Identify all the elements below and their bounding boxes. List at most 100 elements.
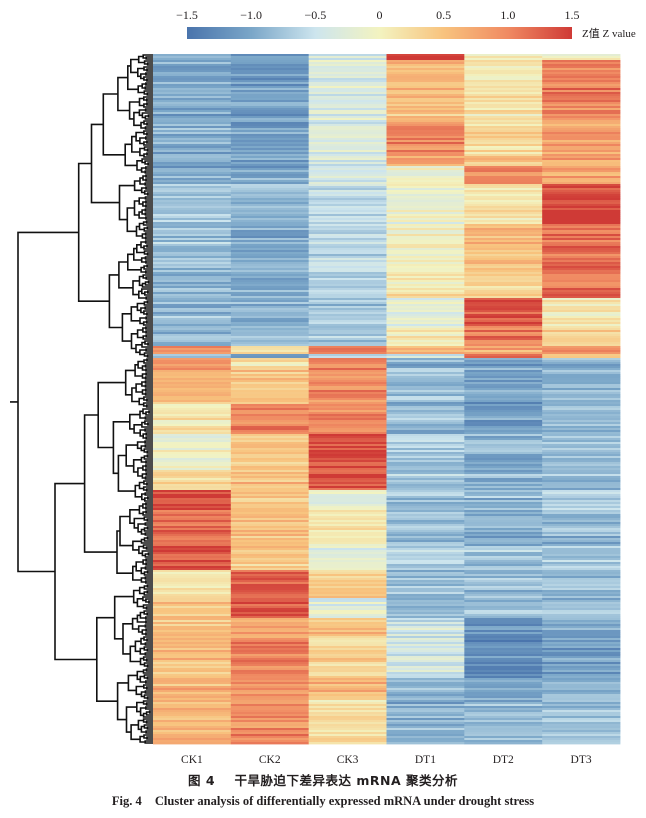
heatmap-cell [308, 412, 387, 415]
heatmap-cell [153, 334, 232, 337]
heatmap-cell [230, 662, 310, 665]
heatmap-cell [464, 110, 543, 113]
heatmap-cell [230, 88, 310, 91]
heatmap-cell [386, 580, 465, 583]
heatmap-cell [542, 240, 621, 243]
heatmap-cell [464, 394, 543, 397]
heatmap-cell [386, 742, 465, 745]
heatmap-cell [230, 308, 310, 311]
heatmap-cell [308, 308, 387, 311]
heatmap-cell [464, 632, 543, 635]
heatmap-cell [386, 114, 465, 117]
heatmap-cell [464, 334, 543, 337]
heatmap-cell [153, 608, 232, 611]
heatmap-cell [464, 658, 543, 661]
heatmap-cell [464, 380, 543, 383]
heatmap-cell [464, 282, 543, 285]
heatmap-cell [386, 132, 465, 135]
heatmap-cell [542, 574, 621, 577]
heatmap-cell [230, 350, 310, 353]
heatmap-cell [542, 666, 621, 669]
heatmap-cell [464, 236, 543, 239]
heatmap-cell [153, 308, 232, 311]
heatmap-cell [386, 356, 465, 359]
heatmap-cell [153, 414, 232, 417]
heatmap-cell [542, 518, 621, 521]
heatmap-cell [153, 366, 232, 369]
heatmap-cell [542, 260, 621, 263]
heatmap-cell [308, 86, 387, 89]
heatmap-cell [230, 182, 310, 185]
heatmap-cell [230, 216, 310, 219]
heatmap-cell [386, 386, 465, 389]
heatmap-cell [386, 298, 465, 301]
heatmap-cell [230, 548, 310, 551]
heatmap-cell [230, 222, 310, 225]
heatmap-cell [230, 510, 310, 513]
heatmap-cell [542, 142, 621, 145]
heatmap-cell [153, 472, 232, 475]
heatmap-cell [464, 248, 543, 251]
heatmap-cell [308, 686, 387, 689]
heatmap-cell [230, 408, 310, 411]
heatmap-cell [386, 88, 465, 91]
heatmap-cell [153, 356, 232, 359]
heatmap-cell [230, 734, 310, 737]
heatmap-cell [464, 654, 543, 657]
heatmap-cell [308, 562, 387, 565]
heatmap-cell [542, 206, 621, 209]
heatmap-cell [153, 466, 232, 469]
heatmap-cell [386, 192, 465, 195]
heatmap-cell [386, 422, 465, 425]
heatmap-cell [542, 714, 621, 717]
heatmap-cell [464, 284, 543, 287]
heatmap-cell [542, 466, 621, 469]
heatmap-cell [386, 396, 465, 399]
heatmap-cell [464, 584, 543, 587]
heatmap-cell [464, 574, 543, 577]
heatmap-cell [308, 736, 387, 739]
heatmap-cell [464, 142, 543, 145]
heatmap-cell [308, 168, 387, 171]
heatmap-cell [153, 706, 232, 709]
heatmap-cell [153, 410, 232, 413]
heatmap-cell [230, 540, 310, 543]
heatmap-cell [308, 110, 387, 113]
heatmap-cell [464, 86, 543, 89]
heatmap-cell [308, 486, 387, 489]
heatmap-cell [308, 210, 387, 213]
heatmap-cell [542, 704, 621, 707]
heatmap-cell [542, 456, 621, 459]
heatmap-cell [464, 298, 543, 301]
heatmap-cell [153, 724, 232, 727]
heatmap-cell [308, 632, 387, 635]
heatmap-cell [386, 462, 465, 465]
heatmap-cell [153, 344, 232, 347]
heatmap-cell [308, 388, 387, 391]
heatmap-cell [386, 330, 465, 333]
heatmap-cell [464, 210, 543, 213]
heatmap-cell [308, 676, 387, 679]
heatmap-cell [308, 458, 387, 461]
heatmap-cell [153, 576, 232, 579]
heatmap-cell [153, 430, 232, 433]
heatmap-cell [542, 706, 621, 709]
heatmap-cell [308, 546, 387, 549]
heatmap-cell [153, 292, 232, 295]
caption-english: Fig. 4 Cluster analysis of differentiall… [0, 794, 646, 809]
heatmap-cell [542, 60, 621, 63]
heatmap-cell [464, 324, 543, 327]
heatmap-cell [230, 456, 310, 459]
heatmap-cell [464, 610, 543, 613]
heatmap-cell [230, 594, 310, 597]
heatmap-cell [230, 496, 310, 499]
heatmap-cell [230, 328, 310, 331]
heatmap-cell [386, 408, 465, 411]
heatmap-cell [386, 66, 465, 69]
heatmap-cell [542, 302, 621, 305]
heatmap-cell [308, 390, 387, 393]
heatmap-cell [542, 402, 621, 405]
heatmap-cell [386, 536, 465, 539]
heatmap-cell [464, 482, 543, 485]
heatmap-cell [230, 436, 310, 439]
